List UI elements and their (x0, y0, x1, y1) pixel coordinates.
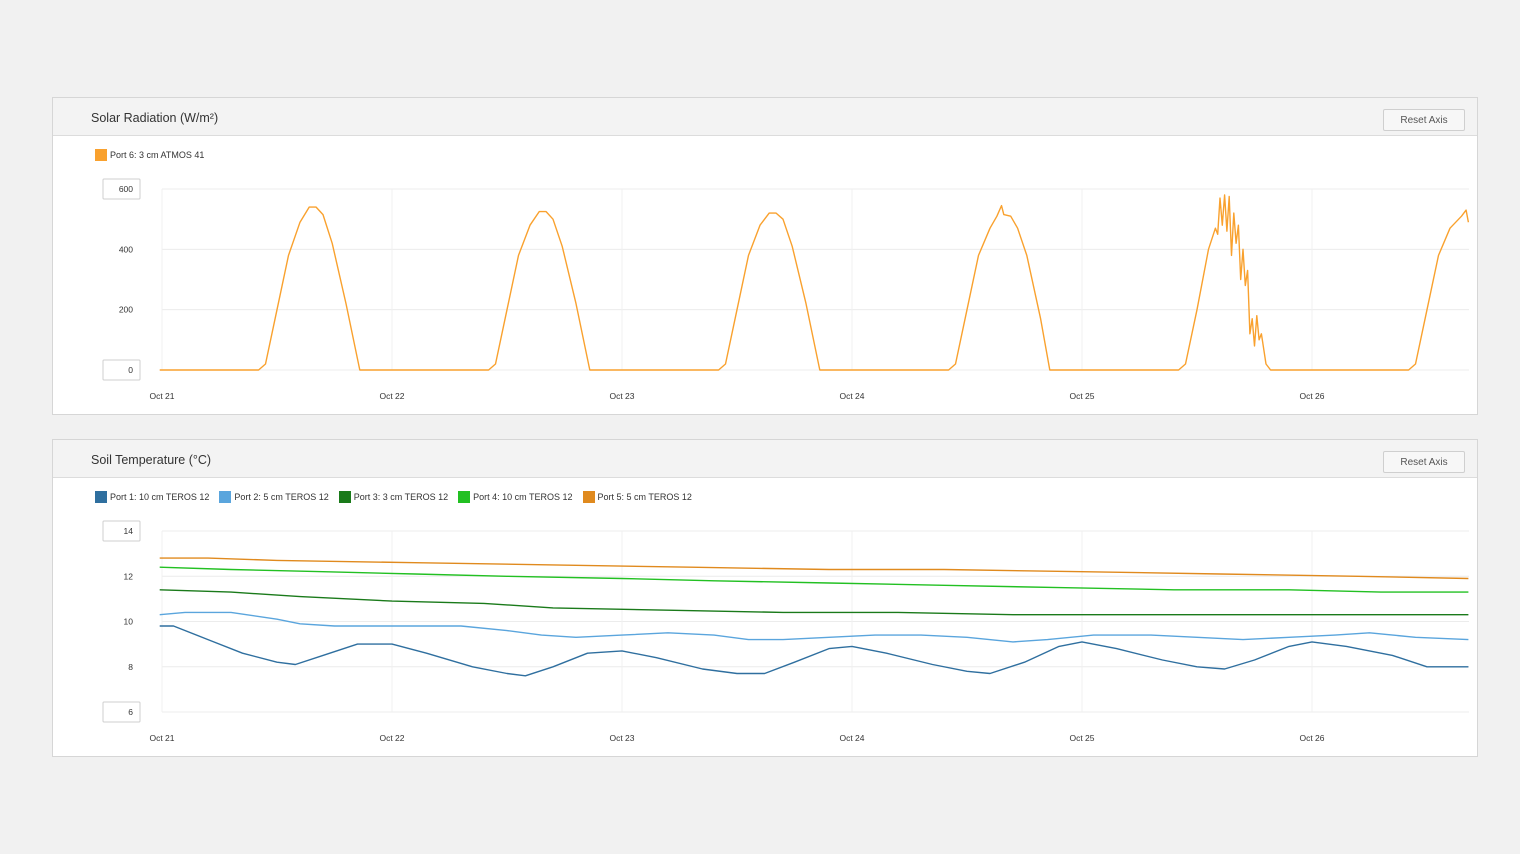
y-tick-label: 400 (119, 244, 133, 254)
panel-header: Solar Radiation (W/m²) Reset Axis (53, 98, 1477, 136)
legend-item[interactable]: Port 6: 3 cm ATMOS 41 (95, 149, 204, 161)
y-tick-label: 600 (119, 184, 133, 194)
legend-label: Port 5: 5 cm TEROS 12 (597, 492, 692, 502)
panel-header: Soil Temperature (°C) Reset Axis (53, 440, 1477, 478)
y-tick-label: 6 (128, 707, 133, 717)
legend-label: Port 3: 3 cm TEROS 12 (353, 492, 449, 502)
x-tick-label: Oct 23 (609, 733, 634, 743)
y-axis-handle (102, 359, 141, 381)
y-tick-label: 10 (124, 617, 134, 627)
y-axis-handle (102, 520, 141, 542)
solar-radiation-panel: Solar Radiation (W/m²) Reset Axis Port 6… (52, 97, 1478, 415)
legend-item[interactable]: Port 4: 10 cm TEROS 12 (458, 491, 573, 503)
soil-temperature-panel: Soil Temperature (°C) Reset Axis Port 1:… (52, 439, 1478, 757)
y-tick-label: 12 (124, 571, 134, 581)
series-line (159, 589, 1469, 616)
series-line (159, 566, 1469, 593)
legend-item[interactable]: Port 2: 5 cm TEROS 12 (219, 491, 329, 503)
legend-label: Port 1: 10 cm TEROS 12 (110, 492, 210, 502)
series-line (159, 625, 1469, 677)
x-tick-label: Oct 22 (379, 733, 404, 743)
x-tick-label: Oct 25 (1069, 733, 1094, 743)
x-tick-label: Oct 24 (839, 733, 864, 743)
legend-swatch (582, 491, 595, 503)
legend-swatch (95, 491, 107, 503)
x-tick-label: Oct 21 (149, 391, 174, 401)
x-tick-label: Oct 26 (1299, 391, 1324, 401)
legend-item[interactable]: Port 1: 10 cm TEROS 12 (95, 491, 209, 503)
legend-item[interactable]: Port 5: 5 cm TEROS 12 (582, 491, 692, 503)
x-tick-label: Oct 22 (379, 391, 404, 401)
chart-legend: Port 6: 3 cm ATMOS 41 (95, 149, 204, 161)
reset-axis-button[interactable]: Reset Axis (1383, 109, 1465, 131)
x-tick-label: Oct 21 (149, 733, 174, 743)
series-line (159, 611, 1469, 643)
panel-title: Solar Radiation (W/m²) (91, 111, 219, 125)
x-tick-label: Oct 24 (839, 391, 864, 401)
y-tick-label: 0 (128, 365, 133, 375)
legend-swatch (458, 491, 471, 503)
x-tick-label: Oct 23 (609, 391, 634, 401)
y-tick-label: 200 (119, 305, 133, 315)
y-axis-handle (102, 178, 141, 200)
legend-swatch (219, 491, 232, 503)
y-tick-label: 14 (124, 526, 134, 536)
legend-label: Port 6: 3 cm ATMOS 41 (110, 150, 205, 160)
legend-item[interactable]: Port 3: 3 cm TEROS 12 (338, 491, 449, 503)
soil-temperature-chart[interactable]: 6 8 10 12 14 Oct 21 Oct 22 Oct 23 Oct 24 Oct 25 Oc… (53, 440, 1479, 758)
series-line (159, 194, 1470, 371)
solar-radiation-chart[interactable]: 0 200 400 600 Oct 21 Oct 22 Oct 23 Oct 24 Oct 25… (53, 98, 1479, 416)
chart-legend: Port 1: 10 cm TEROS 12 Port 2: 5 cm TEROS… (95, 491, 692, 503)
x-tick-label: Oct 26 (1299, 733, 1324, 743)
legend-label: Port 4: 10 cm TEROS 12 (473, 492, 573, 502)
legend-swatch (338, 491, 351, 503)
x-tick-label: Oct 25 (1069, 391, 1094, 401)
legend-label: Port 2: 5 cm TEROS 12 (234, 492, 329, 502)
series-line (159, 557, 1469, 580)
y-tick-label: 8 (128, 662, 133, 672)
reset-axis-button[interactable]: Reset Axis (1383, 451, 1465, 473)
legend-swatch (95, 149, 107, 161)
panel-title: Soil Temperature (°C) (91, 453, 212, 467)
y-axis-handle (102, 701, 141, 723)
